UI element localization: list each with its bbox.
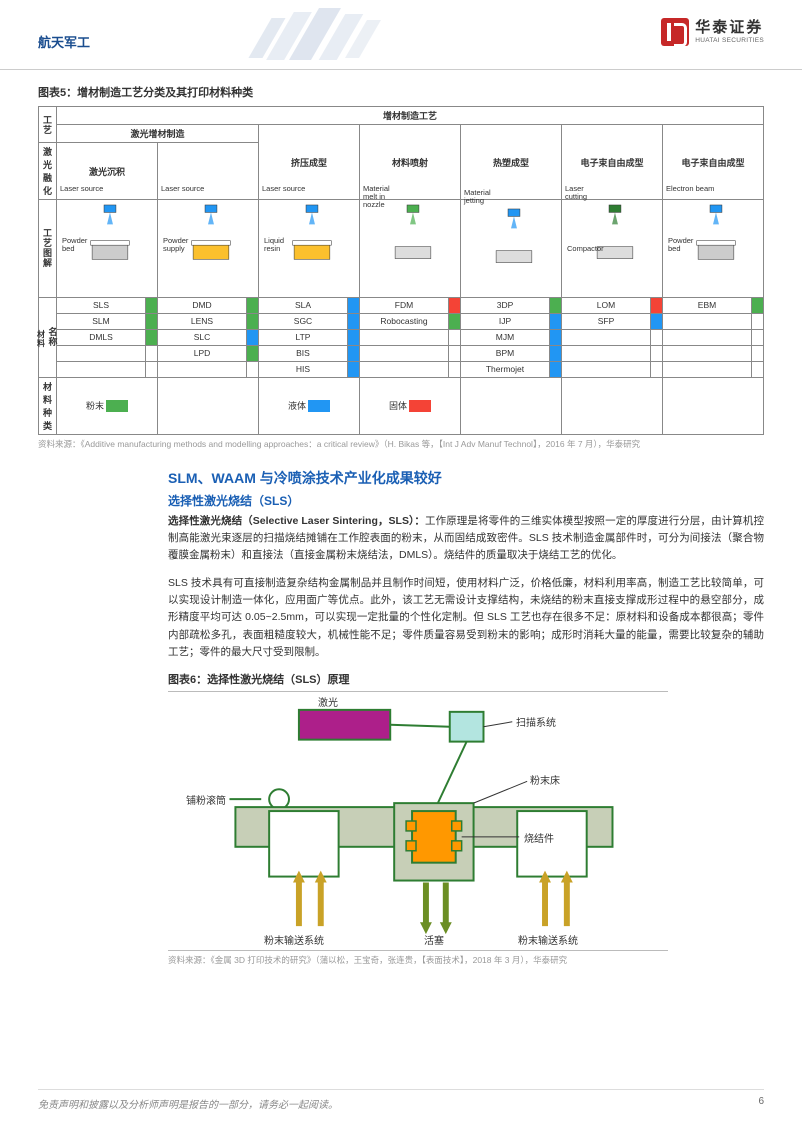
t5-method-3-0 [57, 345, 158, 361]
t5-proc-0: 激光融化 [39, 143, 57, 200]
t5-method-2-0: DMLS [57, 329, 158, 345]
section-p1: 选择性激光烧结（Selective Laser Sintering，SLS）：工… [168, 513, 764, 565]
t5-method-4-5 [562, 361, 663, 377]
table5-title: 图表5：增材制造工艺分类及其打印材料种类 [38, 84, 764, 100]
page-footer: 免责声明和披露以及分析师声明是报告的一部分，请务必一起阅读。 6 [38, 1089, 764, 1111]
t5-method-1-4: IJP [461, 313, 562, 329]
t5-diagram-3: Materialmelt innozzle [360, 200, 461, 298]
t5-diagram-5: LasercuttingCompactor [562, 200, 663, 298]
section-p1-lead: 选择性激光烧结（Selective Laser Sintering，SLS）： [168, 515, 425, 527]
t5-method-3-3 [360, 345, 461, 361]
t5-method-3-2: BIS [259, 345, 360, 361]
fig6-lbl-scan: 扫描系统 [516, 714, 556, 729]
figure6-diagram: 激光扫描系统铺粉滚筒 粉末床烧结件活塞 粉末输送系统 粉末输送系统 [168, 691, 668, 951]
t5-row-diagram: 工艺图解 [39, 200, 57, 298]
t5-method-2-5 [562, 329, 663, 345]
brand-name-en: HUATAI SECURITIES [695, 37, 764, 44]
brand-logo-icon [661, 18, 689, 46]
fig6-lbl-sinter: 烧结件 [524, 830, 554, 845]
t5-method-1-0: SLM [57, 313, 158, 329]
t5-method-2-4: MJM [461, 329, 562, 345]
brand-name-cn: 华泰证券 [695, 20, 764, 37]
t5-method-2-6 [663, 329, 764, 345]
t5-method-1-1: LENS [158, 313, 259, 329]
figure6-source: 资料来源：《金属 3D 打印技术的研究》（蒲以松，王宝奇，张连贵，【表面技术】，… [168, 955, 764, 966]
t5-method-3-1: LPD [158, 345, 259, 361]
page-header: 航天军工 华泰证券 HUATAI SECURITIES [0, 0, 802, 70]
t5-method-1-3: Robocasting [360, 313, 461, 329]
fig6-lbl-piston: 活塞 [424, 932, 444, 947]
t5-diagram-4: Materialjetting [461, 200, 562, 298]
t5-row-process: 工艺 [39, 107, 57, 143]
page-number: 6 [758, 1096, 764, 1111]
t5-method-0-6: EBM [663, 297, 764, 313]
figure6-title: 图表6：选择性激光烧结（SLS）原理 [168, 671, 764, 687]
t5-mat-1: 液体 [259, 377, 360, 434]
t5-method-1-5: SFP [562, 313, 663, 329]
section-h2: SLM、WAAM 与冷喷涂技术产业化成果较好 [168, 468, 764, 488]
t5-diagram-1: Laser sourcePowdersupply [158, 200, 259, 298]
t5-mat-2: 固体 [360, 377, 461, 434]
t5-method-2-3 [360, 329, 461, 345]
t5-diagram-2: Laser sourceLiquidresin [259, 200, 360, 298]
t5-method-1-2: SGC [259, 313, 360, 329]
fig6-lbl-roller: 铺粉滚筒 [186, 792, 226, 807]
t5-method-4-6 [663, 361, 764, 377]
t5-method-4-3 [360, 361, 461, 377]
table5: 工艺增材制造工艺激光增材制造挤压成型材料喷射热塑成型电子束自由成型电子束自由成型… [38, 106, 764, 435]
table5-source: 资料来源：《Additive manufacturing methods and… [38, 439, 764, 450]
t5-method-3-6 [663, 345, 764, 361]
t5-method-0-3: FDM [360, 297, 461, 313]
t5-method-2-2: LTP [259, 329, 360, 345]
section-p2: SLS 技术具有可直接制造复杂结构金属制品并且制作时间短，使用材料广泛，价格低廉… [168, 575, 764, 662]
footer-disclaimer: 免责声明和披露以及分析师声明是报告的一部分，请务必一起阅读。 [38, 1096, 338, 1111]
fig6-lbl-laser: 激光 [318, 694, 338, 709]
t5-group-header: 增材制造工艺 [57, 107, 764, 125]
t5-method-4-0 [57, 361, 158, 377]
t5-diagram-6: Electron beamPowderbed [663, 200, 764, 298]
section-h3: 选择性激光烧结（SLS） [168, 492, 764, 509]
t5-method-2-1: SLC [158, 329, 259, 345]
t5-method-0-4: 3DP [461, 297, 562, 313]
t5-method-4-1 [158, 361, 259, 377]
t5-method-0-0: SLS [57, 297, 158, 313]
t5-method-0-1: DMD [158, 297, 259, 313]
t5-method-4-2: HIS [259, 361, 360, 377]
t5-method-3-4: BPM [461, 345, 562, 361]
t5-row-matkind: 材料种类 [39, 377, 57, 434]
t5-row-name: 名称材料 [39, 297, 57, 377]
t5-diagram-0: Laser sourcePowderbed [57, 200, 158, 298]
t5-method-4-4: Thermojet [461, 361, 562, 377]
fig6-lbl-feed-right: 粉末输送系统 [518, 932, 578, 947]
fig6-lbl-powderbed: 粉末床 [530, 772, 560, 787]
header-decor [260, 8, 440, 58]
t5-method-0-2: SLA [259, 297, 360, 313]
doc-category: 航天军工 [38, 32, 90, 51]
t5-method-1-6 [663, 313, 764, 329]
t5-method-3-5 [562, 345, 663, 361]
t5-mat-0: 粉末 [57, 377, 158, 434]
fig6-lbl-feed-left: 粉末输送系统 [264, 932, 324, 947]
brand-logo: 华泰证券 HUATAI SECURITIES [661, 18, 764, 46]
t5-laser-group: 激光增材制造 [57, 125, 259, 143]
t5-method-0-5: LOM [562, 297, 663, 313]
